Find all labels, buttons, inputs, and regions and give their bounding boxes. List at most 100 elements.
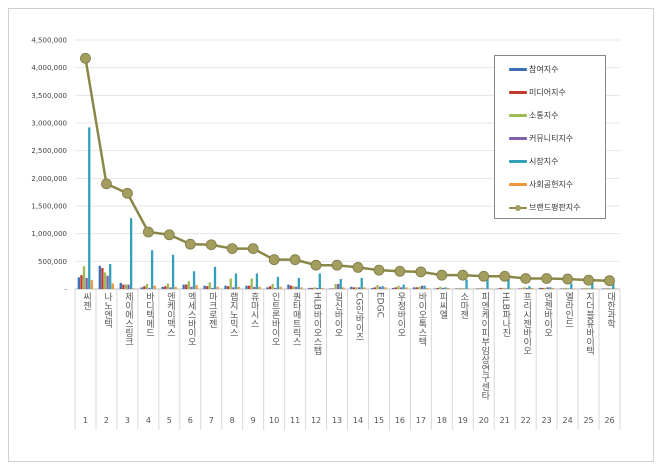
rank-label: 16 <box>394 416 406 425</box>
bar-3-12 <box>313 287 316 289</box>
bar-5-1 <box>88 127 91 289</box>
brand-reputation-point-21 <box>499 270 511 282</box>
y-tick-label: - <box>64 286 67 294</box>
bar-6-17 <box>426 287 429 289</box>
bar-3-14 <box>355 287 358 289</box>
bar-1-26 <box>601 288 605 289</box>
bar-2-23 <box>541 287 544 289</box>
legend-item: 커뮤니티지수 <box>509 133 573 144</box>
bar-1-9 <box>245 285 248 289</box>
category-label: CG인바이츠 <box>353 292 364 342</box>
bar-5-14 <box>360 277 363 289</box>
bar-5-19 <box>465 279 468 289</box>
y-tick-label: 4,000,000 <box>31 64 67 72</box>
bar-6-16 <box>405 287 408 289</box>
brand-reputation-point-3 <box>122 187 133 199</box>
category-label: EDGC <box>374 292 385 318</box>
bar-4-20 <box>483 288 487 289</box>
bar-5-17 <box>423 285 426 289</box>
bar-5-3 <box>130 218 133 289</box>
bar-4-22 <box>525 287 528 289</box>
bar-4-14 <box>357 287 361 289</box>
legend-item: 브랜드평판지수 <box>509 202 581 213</box>
bar-2-20 <box>478 288 481 289</box>
bar-2-10 <box>268 286 272 289</box>
bar-6-24 <box>572 288 576 289</box>
category-label: 마크로젠 <box>206 292 217 328</box>
brand-reputation-point-20 <box>478 270 490 282</box>
category-label: 피씨엘 <box>437 292 448 319</box>
bar-2-21 <box>499 287 502 289</box>
bar-4-6 <box>190 286 193 289</box>
bar-1-22 <box>517 288 521 289</box>
bar-1-3 <box>119 282 122 289</box>
category-label: HLB바이오스텝 <box>311 292 322 355</box>
bar-4-8 <box>232 287 235 289</box>
bar-4-23 <box>546 287 549 289</box>
bar-6-19 <box>467 288 471 289</box>
bar-4-1 <box>85 277 88 289</box>
bar-6-2 <box>111 283 114 289</box>
bar-6-23 <box>551 287 555 289</box>
bar-3-22 <box>523 287 526 289</box>
bar-6-6 <box>195 285 198 289</box>
bar-3-17 <box>418 286 421 289</box>
bar-3-15 <box>376 285 379 289</box>
bar-3-11 <box>292 286 295 289</box>
bar-6-5 <box>174 286 177 289</box>
bar-6-1 <box>90 280 93 289</box>
bar-5-8 <box>234 273 238 289</box>
legend-swatch <box>509 91 527 94</box>
bar-6-22 <box>530 287 534 289</box>
bar-3-9 <box>250 278 253 289</box>
bar-4-26 <box>609 288 612 289</box>
bar-2-9 <box>247 285 251 289</box>
bar-6-20 <box>488 288 492 289</box>
y-tick-label: 4,500,000 <box>31 37 67 45</box>
bar-3-24 <box>564 287 568 289</box>
rank-label: 19 <box>457 416 468 425</box>
rank-label: 7 <box>208 416 214 425</box>
bar-3-8 <box>229 278 232 289</box>
bar-2-4 <box>143 286 146 289</box>
bar-6-8 <box>237 286 240 289</box>
bar-1-5 <box>161 286 164 289</box>
bar-6-14 <box>363 287 366 289</box>
bar-1-20 <box>475 288 479 289</box>
bar-2-19 <box>457 288 460 289</box>
brand-reputation-point-12 <box>310 259 322 271</box>
bar-4-24 <box>567 288 570 289</box>
bar-2-18 <box>436 287 439 289</box>
bar-2-15 <box>373 287 377 289</box>
rank-label: 9 <box>250 416 256 425</box>
brand-reputation-point-9 <box>247 243 259 255</box>
bar-4-18 <box>441 287 445 289</box>
bar-1-2 <box>98 265 101 289</box>
bar-3-7 <box>208 282 211 289</box>
category-label: 엔케이맥스 <box>164 292 175 337</box>
legend-item: 참여지수 <box>509 64 558 75</box>
bar-3-3 <box>124 284 128 289</box>
bar-1-4 <box>140 287 143 289</box>
category-label: 피엔케이피부임상연구센타 <box>479 292 490 400</box>
y-tick-label: 500,000 <box>38 258 67 266</box>
category-label: 지더블유바이텍 <box>584 292 595 355</box>
y-tick-label: 1,000,000 <box>31 230 67 238</box>
legend-item: 사회공헌지수 <box>509 179 573 190</box>
bar-1-1 <box>77 277 80 289</box>
bar-1-23 <box>538 287 542 289</box>
bar-1-25 <box>580 288 584 289</box>
bar-1-12 <box>308 287 311 289</box>
bar-2-6 <box>185 284 188 289</box>
rank-label: 18 <box>436 416 447 425</box>
bar-3-20 <box>481 287 484 289</box>
category-label: 일신바이오 <box>332 292 343 337</box>
bar-3-10 <box>271 284 274 289</box>
bar-5-26 <box>612 283 615 289</box>
rank-label: 4 <box>145 416 151 425</box>
legend-label: 미디어지수 <box>529 88 566 97</box>
bar-6-4 <box>153 285 156 289</box>
bar-3-2 <box>103 272 107 289</box>
legend-swatch <box>509 68 527 71</box>
brand-reputation-point-26 <box>604 275 615 287</box>
